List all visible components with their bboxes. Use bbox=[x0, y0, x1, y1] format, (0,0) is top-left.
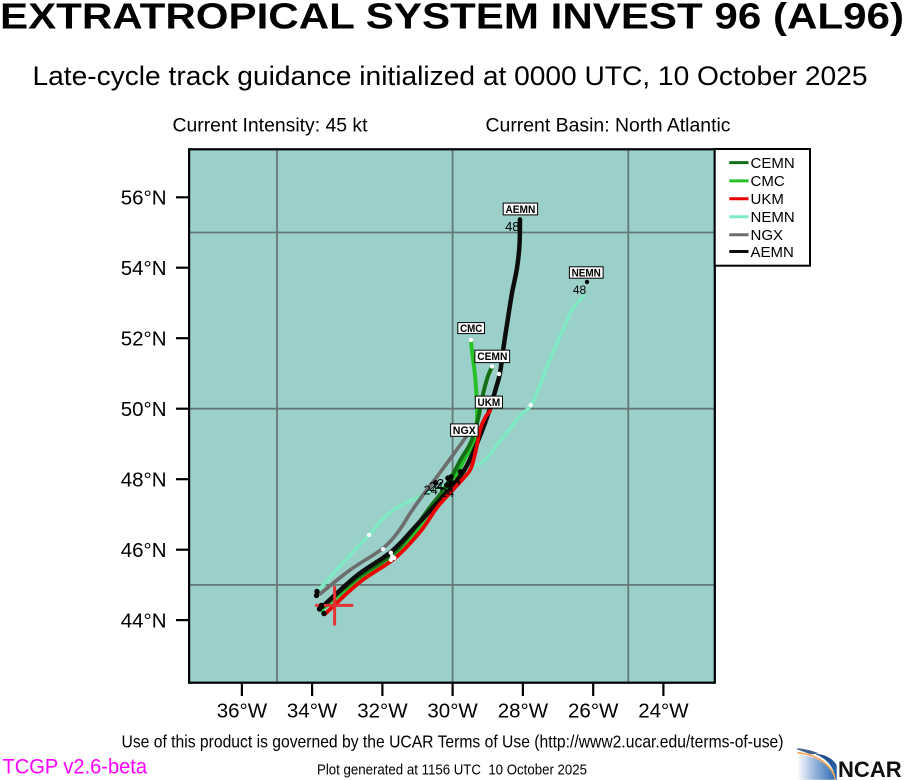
svg-text:48: 48 bbox=[573, 283, 587, 297]
svg-text:Plot generated at 1156 UTC 10: Plot generated at 1156 UTC 10 October 20… bbox=[317, 763, 587, 779]
svg-text:Late-cycle track guidance init: Late-cycle track guidance initialized at… bbox=[33, 61, 868, 91]
svg-text:50°N: 50°N bbox=[121, 398, 167, 421]
svg-text:AEMN: AEMN bbox=[751, 244, 794, 261]
svg-text:48: 48 bbox=[505, 219, 519, 234]
svg-text:NEMN: NEMN bbox=[572, 267, 601, 279]
svg-text:34°W: 34°W bbox=[287, 699, 338, 722]
svg-text:NCAR: NCAR bbox=[838, 757, 902, 780]
svg-text:Current Intensity: 45 kt: Current Intensity: 45 kt bbox=[173, 116, 369, 137]
svg-text:36°W: 36°W bbox=[217, 699, 268, 722]
svg-text:24: 24 bbox=[447, 473, 461, 488]
svg-text:CMC: CMC bbox=[751, 173, 785, 190]
svg-text:CEMN: CEMN bbox=[751, 155, 795, 172]
svg-text:NGX: NGX bbox=[751, 227, 784, 244]
svg-text:TCGP v2.6-beta: TCGP v2.6-beta bbox=[3, 756, 148, 779]
svg-text:26°W: 26°W bbox=[568, 699, 619, 722]
svg-text:NEMN: NEMN bbox=[751, 209, 795, 226]
svg-text:Current Basin: North Atlantic: Current Basin: North Atlantic bbox=[486, 116, 731, 137]
svg-text:EXTRATROPICAL SYSTEM INVEST 96: EXTRATROPICAL SYSTEM INVEST 96 (AL96) bbox=[0, 0, 904, 37]
svg-text:48°N: 48°N bbox=[121, 468, 167, 491]
svg-text:24: 24 bbox=[440, 485, 454, 500]
svg-text:32°W: 32°W bbox=[357, 699, 408, 722]
svg-text:52°N: 52°N bbox=[121, 327, 167, 350]
svg-text:Use of this product is governe: Use of this product is governed by the U… bbox=[122, 732, 784, 752]
svg-text:24: 24 bbox=[437, 476, 451, 491]
svg-text:44°N: 44°N bbox=[121, 609, 167, 632]
svg-text:UKM: UKM bbox=[478, 397, 501, 409]
svg-text:CMC: CMC bbox=[460, 323, 483, 335]
svg-text:NGX: NGX bbox=[453, 425, 476, 437]
svg-text:30°W: 30°W bbox=[427, 699, 478, 722]
svg-text:AEMN: AEMN bbox=[505, 204, 535, 216]
svg-text:UKM: UKM bbox=[751, 191, 784, 208]
svg-text:28°W: 28°W bbox=[498, 699, 549, 722]
svg-text:CEMN: CEMN bbox=[477, 351, 507, 363]
svg-text:56°N: 56°N bbox=[121, 187, 167, 210]
svg-text:24: 24 bbox=[424, 483, 438, 498]
svg-text:24°W: 24°W bbox=[638, 699, 689, 722]
svg-text:24: 24 bbox=[429, 479, 443, 494]
svg-text:54°N: 54°N bbox=[121, 257, 167, 280]
svg-text:46°N: 46°N bbox=[121, 539, 167, 562]
